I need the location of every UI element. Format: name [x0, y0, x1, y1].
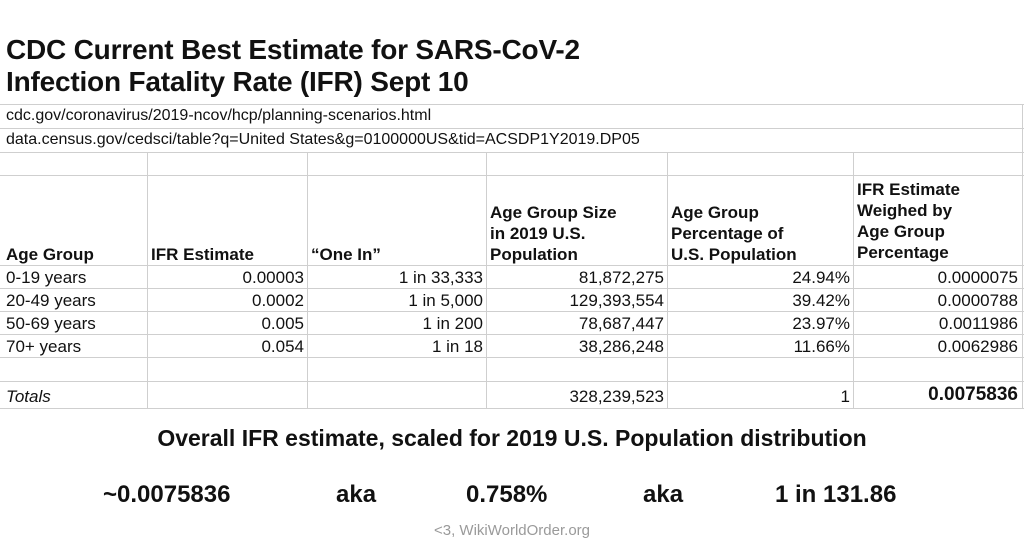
- cell-pct: 11.66%: [793, 337, 850, 356]
- cell-pct: 39.42%: [792, 291, 850, 310]
- header-line: Percentage: [857, 243, 949, 262]
- source-link-census[interactable]: data.census.gov/cedsci/table?q=United St…: [6, 131, 640, 148]
- cell-pct: 24.94%: [792, 268, 850, 287]
- header-line: in 2019 U.S.: [490, 224, 586, 243]
- grid-line: [0, 408, 1024, 409]
- header-age-group-size: Age Group Size in 2019 U.S. Population: [490, 202, 617, 265]
- grid-line: [0, 334, 1024, 335]
- totals-weighted: 0.0075836: [928, 384, 1018, 405]
- summary-percent: 0.758%: [466, 481, 548, 508]
- cell-one-in: 1 in 18: [431, 337, 483, 356]
- header-line: Percentage of: [671, 224, 784, 243]
- totals-label: Totals: [6, 387, 51, 406]
- sheet-title: CDC Current Best Estimate for SARS-CoV-2…: [6, 34, 580, 98]
- grid-line: [0, 152, 1024, 153]
- cell-weighted: 0.0062986: [937, 337, 1018, 356]
- cell-ifr: 0.0002: [252, 291, 304, 310]
- cell-ifr: 0.00003: [242, 268, 304, 287]
- header-line: Age Group Size: [490, 203, 617, 222]
- grid-line: [0, 175, 1024, 176]
- header-line: Age Group: [671, 203, 759, 222]
- cell-size: 81,872,275: [578, 268, 664, 287]
- grid-line: [0, 381, 1024, 382]
- cell-size: 38,286,248: [578, 337, 664, 356]
- header-weighted-ifr: IFR Estimate Weighed by Age Group Percen…: [857, 179, 960, 263]
- header-age-group-percentage: Age Group Percentage of U.S. Population: [671, 202, 797, 265]
- cell-weighted: 0.0011986: [938, 314, 1018, 333]
- column-divider: [853, 152, 854, 408]
- title-line-2: Infection Fatality Rate (IFR) Sept 10: [6, 66, 469, 97]
- cell-weighted: 0.0000075: [937, 268, 1018, 287]
- title-line-1: CDC Current Best Estimate for SARS-CoV-2: [6, 34, 580, 65]
- cell-pct: 23.97%: [792, 314, 850, 333]
- header-line: Weighed by: [857, 201, 953, 220]
- cell-one-in: 1 in 33,333: [398, 268, 483, 287]
- source-link-cdc[interactable]: cdc.gov/coronavirus/2019-ncov/hcp/planni…: [6, 107, 432, 124]
- column-divider: [307, 152, 308, 408]
- header-ifr-estimate: IFR Estimate: [151, 245, 254, 264]
- header-line: U.S. Population: [671, 245, 797, 264]
- summary-value: ~0.0075836: [103, 481, 231, 508]
- header-line: Age Group: [857, 222, 945, 241]
- cell-ifr: 0.054: [261, 337, 304, 356]
- cell-weighted: 0.0000788: [937, 291, 1018, 310]
- cell-age: 70+ years: [6, 337, 82, 356]
- column-divider: [1022, 104, 1023, 408]
- cell-size: 129,393,554: [569, 291, 664, 310]
- grid-line: [0, 128, 1024, 129]
- cell-size: 78,687,447: [578, 314, 664, 333]
- grid-line: [0, 288, 1024, 289]
- totals-size: 328,239,523: [569, 387, 664, 406]
- cell-one-in: 1 in 200: [422, 314, 484, 333]
- grid-line: [0, 265, 1024, 266]
- header-age-group: Age Group: [6, 245, 94, 264]
- header-line: IFR Estimate: [857, 180, 960, 199]
- column-divider: [667, 152, 668, 408]
- credit-text: <3, WikiWorldOrder.org: [433, 522, 591, 539]
- grid-line: [0, 104, 1024, 105]
- summary-aka-1: aka: [336, 481, 377, 508]
- grid-line: [0, 311, 1024, 312]
- cell-age: 20-49 years: [6, 291, 96, 310]
- header-line: Population: [490, 245, 578, 264]
- column-divider: [486, 152, 487, 408]
- cell-one-in: 1 in 5,000: [408, 291, 483, 310]
- summary-one-in: 1 in 131.86: [775, 481, 897, 508]
- cell-ifr: 0.005: [261, 314, 304, 333]
- summary-heading: Overall IFR estimate, scaled for 2019 U.…: [157, 425, 867, 451]
- cell-age: 50-69 years: [6, 314, 96, 333]
- column-divider: [147, 152, 148, 408]
- grid-line: [0, 357, 1024, 358]
- header-one-in: “One In”: [311, 245, 381, 264]
- totals-pct: 1: [840, 387, 850, 406]
- cell-age: 0-19 years: [6, 268, 87, 287]
- summary-aka-2: aka: [643, 481, 684, 508]
